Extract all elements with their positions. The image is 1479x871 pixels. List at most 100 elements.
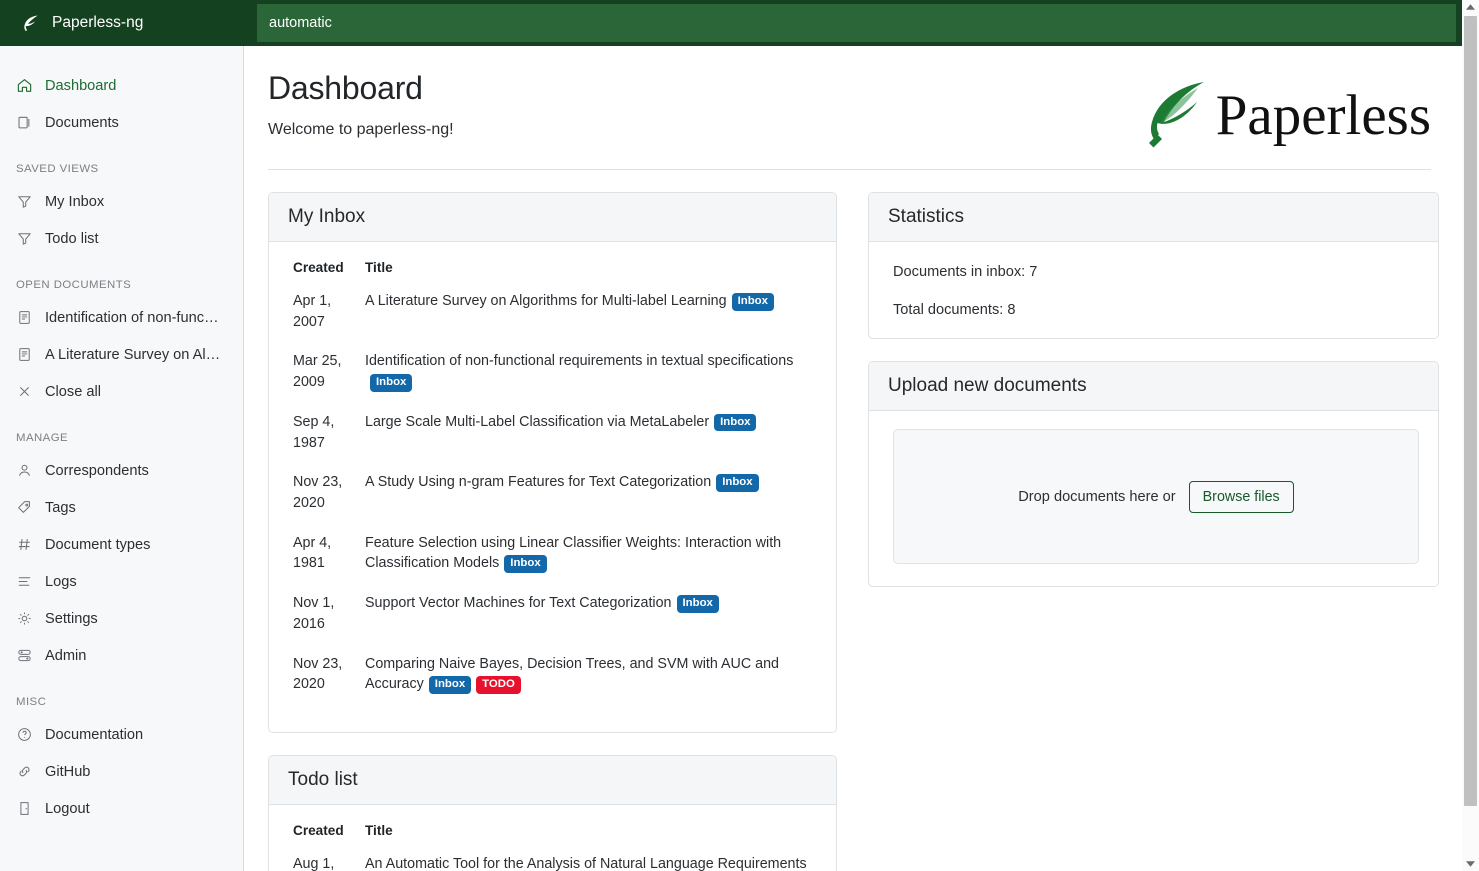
vertical-scrollbar[interactable]	[1462, 0, 1479, 871]
tag-badge[interactable]: Inbox	[370, 374, 413, 392]
document-title-link[interactable]: A Literature Survey on Algorithms for Mu…	[365, 293, 727, 309]
cell-created: Apr 4, 1981	[293, 534, 332, 572]
sidebar-item-correspondents[interactable]: Correspondents	[0, 452, 243, 489]
tag-badge[interactable]: Inbox	[676, 595, 719, 613]
cell-created: Nov 23, 2020	[293, 655, 343, 693]
list-icon	[18, 577, 31, 586]
sidebar-item-admin[interactable]: Admin	[0, 637, 243, 674]
sidebar-item-open-document-2[interactable]: A Literature Survey on Algori…	[0, 336, 243, 373]
cell-title: Comparing Naive Bayes, Decision Trees, a…	[365, 650, 817, 710]
link-icon	[19, 766, 30, 777]
sidebar-item-label: Documents	[45, 114, 119, 131]
tag-badge[interactable]: Inbox	[428, 676, 472, 694]
filter-icon	[18, 196, 31, 208]
document-title-link[interactable]: An Automatic Tool for the Analysis of Na…	[365, 856, 807, 871]
document-title-link[interactable]: Support Vector Machines for Text Categor…	[365, 595, 672, 612]
dashboard-grid: My Inbox Created Title Apr 1, 2007 A Lite…	[244, 170, 1462, 871]
gear-icon	[18, 612, 31, 625]
question-circle-icon	[18, 728, 31, 741]
todo-table-body: Aug 1, 1996 An Automatic Tool for the Ana…	[293, 850, 817, 871]
statistics-card: Statistics Documents in inbox: 7 Total d…	[868, 192, 1439, 339]
sidebar-item-document-types[interactable]: Document types	[0, 526, 243, 563]
cell-title: Feature Selection using Linear Classifie…	[365, 529, 817, 589]
close-icon	[19, 386, 30, 397]
page-title: Dashboard	[268, 70, 423, 106]
cell-created: Mar 25, 2009	[293, 353, 342, 391]
upload-dropzone[interactable]: Drop documents here or Browse files	[893, 429, 1419, 564]
sidebar-item-documentation[interactable]: Documentation	[0, 716, 243, 753]
page-subtitle: Welcome to paperless-ng!	[268, 121, 454, 138]
todo-table: Created Title Aug 1, 1996 An Automatic To…	[293, 823, 817, 871]
page-header: Dashboard Welcome to paperless-ng! Paper…	[244, 46, 1462, 152]
todo-table-head: Created Title	[293, 823, 817, 850]
todo-card: Todo list Created Title Aug 1, 1996 An Au…	[268, 755, 837, 871]
sidebar-item-logs[interactable]: Logs	[0, 563, 243, 600]
statistic-total-documents: Total documents: 8	[893, 302, 1016, 318]
cell-title: A Study Using n-gram Features for Text C…	[365, 468, 817, 528]
tag-badge[interactable]: Inbox	[716, 474, 759, 492]
tag-badge[interactable]: Inbox	[504, 555, 547, 574]
table-row[interactable]: Apr 1, 2007 A Literature Survey on Algori…	[293, 287, 817, 347]
inbox-card-title: My Inbox	[269, 193, 836, 242]
todo-card-body: Created Title Aug 1, 1996 An Automatic To…	[269, 805, 836, 871]
sidebar-item-documents[interactable]: Documents	[0, 104, 243, 141]
document-title-link[interactable]: Comparing Naive Bayes, Decision Trees, a…	[365, 655, 780, 693]
scroll-down-arrow[interactable]	[1462, 857, 1479, 871]
inbox-table-body: Apr 1, 2007 A Literature Survey on Algori…	[293, 287, 817, 710]
sidebar-item-label: Document types	[45, 536, 151, 553]
document-title-link[interactable]: Large Scale Multi-Label Classification v…	[365, 413, 710, 430]
sidebar-item-my-inbox[interactable]: My Inbox	[0, 183, 243, 220]
toggles-icon	[18, 649, 31, 662]
tag-badge[interactable]: Inbox	[714, 413, 757, 432]
table-row[interactable]: Sep 4, 1987 Large Scale Multi-Label Class…	[293, 408, 817, 468]
table-header-row: Created Title	[293, 823, 817, 850]
column-header-title: Title	[365, 260, 393, 275]
brand[interactable]: Paperless-ng	[0, 0, 244, 46]
filter-icon	[18, 233, 31, 245]
table-row[interactable]: Aug 1, 1996 An Automatic Tool for the Ana…	[293, 850, 817, 871]
documents-icon	[18, 116, 30, 129]
table-row[interactable]: Nov 23, 2020 A Study Using n-gram Feature…	[293, 468, 817, 528]
sidebar-item-todo-list[interactable]: Todo list	[0, 220, 243, 257]
cell-created: Nov 1, 2016	[293, 595, 335, 632]
upload-card-title: Upload new documents	[869, 362, 1438, 411]
sidebar-item-settings[interactable]: Settings	[0, 600, 243, 637]
tag-badge[interactable]: Inbox	[731, 293, 774, 311]
column-header-created: Created	[293, 823, 344, 839]
table-row[interactable]: Nov 1, 2016 Support Vector Machines for T…	[293, 589, 817, 649]
sidebar-item-label: GitHub	[45, 763, 91, 780]
column-header-title: Title	[365, 823, 393, 839]
table-row[interactable]: Mar 25, 2009 Identification of non-functi…	[293, 347, 817, 407]
sidebar-heading-misc: MISC	[16, 696, 47, 708]
sidebar-item-tags[interactable]: Tags	[0, 489, 243, 526]
scroll-up-arrow[interactable]	[1462, 0, 1479, 14]
document-title-link[interactable]: Identification of non-functional require…	[365, 353, 794, 370]
upload-card-body: Drop documents here or Browse files	[869, 411, 1438, 586]
sidebar-item-close-all[interactable]: Close all	[0, 373, 243, 410]
sidebar-item-logout[interactable]: Logout	[0, 790, 243, 827]
hash-icon	[18, 539, 30, 550]
sidebar-item-open-document-1[interactable]: Identification of non-functio…	[0, 299, 243, 336]
cell-title: Support Vector Machines for Text Categor…	[365, 589, 817, 649]
paperless-logo: Paperless	[1140, 70, 1431, 152]
table-row[interactable]: Apr 4, 1981 Feature Selection using Linea…	[293, 529, 817, 589]
sidebar-item-label: Logout	[45, 800, 90, 817]
search-input[interactable]	[257, 4, 1456, 42]
brand-label: Paperless-ng	[52, 14, 144, 31]
sidebar-item-github[interactable]: GitHub	[0, 753, 243, 790]
browse-files-button[interactable]: Browse files	[1188, 480, 1294, 513]
tag-badge[interactable]: TODO	[476, 676, 521, 694]
document-title-link[interactable]: Feature Selection using Linear Classifie…	[365, 534, 782, 572]
scrollbar-thumb[interactable]	[1464, 16, 1477, 806]
sidebar-item-label: A Literature Survey on Algori…	[45, 346, 221, 363]
file-text-icon	[19, 311, 30, 324]
sidebar-item-dashboard[interactable]: Dashboard	[0, 67, 243, 104]
todo-card-title: Todo list	[269, 756, 836, 806]
upload-card: Upload new documents Drop documents here…	[868, 361, 1439, 587]
header-divider	[268, 169, 1431, 170]
inbox-card: My Inbox Created Title Apr 1, 2007 A Lite…	[268, 192, 837, 734]
table-row[interactable]: Nov 23, 2020 Comparing Naive Bayes, Decis…	[293, 650, 817, 710]
inbox-table-head: Created Title	[293, 260, 817, 287]
file-text-icon	[19, 348, 30, 361]
document-title-link[interactable]: A Study Using n-gram Features for Text C…	[365, 474, 712, 491]
